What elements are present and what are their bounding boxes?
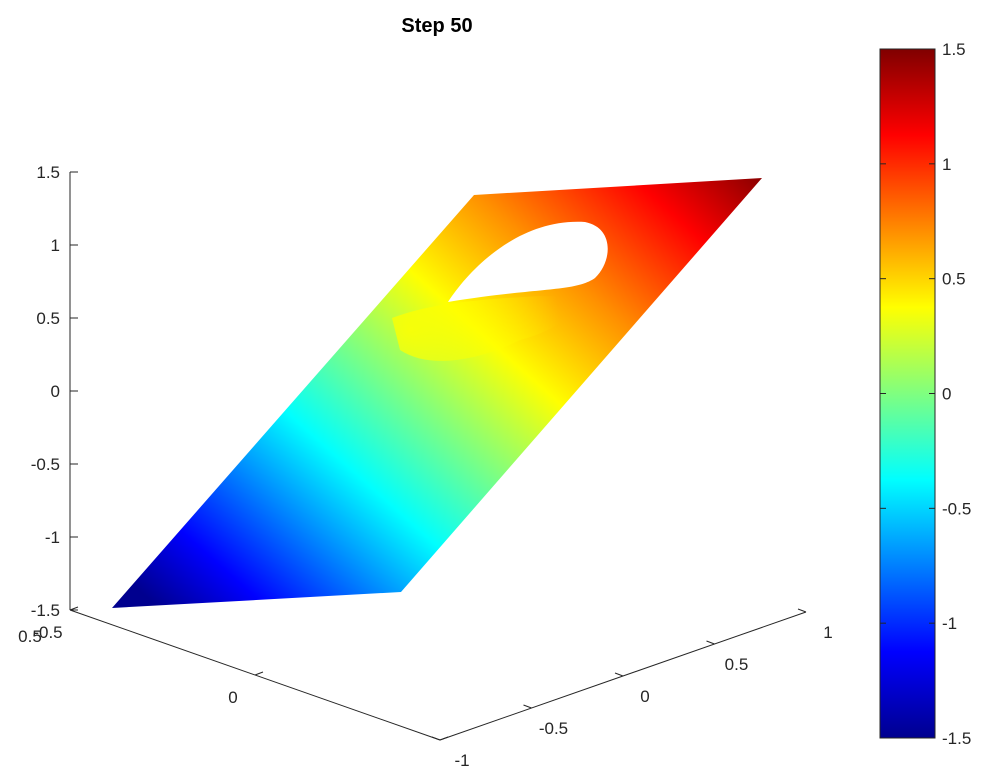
x-tick-mark bbox=[797, 608, 807, 613]
x-tick-label: 0.5 bbox=[725, 655, 749, 674]
colorbar-tick-label: -1 bbox=[942, 614, 957, 633]
z-tick-label: -0.5 bbox=[31, 455, 60, 474]
chart-title: Step 50 bbox=[401, 15, 472, 37]
z-tick-label: 0.5 bbox=[36, 309, 60, 328]
colorbar-tick-label: -1.5 bbox=[942, 729, 971, 748]
y-tick-label: -0.5 bbox=[33, 623, 62, 642]
z-tick-label: -1 bbox=[45, 528, 60, 547]
colorbar-tick-label: 0 bbox=[942, 385, 951, 404]
colorbar-gradient bbox=[879, 48, 936, 739]
z-tick-label: 1.5 bbox=[36, 163, 60, 182]
colorbar: -1.5 -1 -0.5 0 0.5 1 1.5 bbox=[879, 40, 971, 748]
surface-yellow-band bbox=[392, 278, 598, 361]
x-tick-label: -1 bbox=[454, 751, 469, 770]
y-tick-label: 0.5 bbox=[18, 627, 42, 646]
y-tick-label: 0 bbox=[228, 688, 237, 707]
x-tick-label: 0 bbox=[640, 687, 649, 706]
z-ticks: -1.5 -1 -0.5 0 0.5 1 1.5 bbox=[31, 163, 78, 620]
x-tick-label: -0.5 bbox=[539, 719, 568, 738]
colorbar-tick-label: 1.5 bbox=[942, 40, 966, 59]
y-ticks: 0.5 0 -0.5 bbox=[18, 606, 449, 741]
z-tick-label: -1.5 bbox=[31, 601, 60, 620]
z-tick-label: 0 bbox=[51, 382, 60, 401]
x-tick-mark bbox=[431, 736, 441, 741]
x-tick-label: 1 bbox=[823, 623, 832, 642]
x-tick-mark bbox=[706, 640, 715, 645]
surface-plane bbox=[112, 178, 762, 608]
colorbar-tick-label: 1 bbox=[942, 155, 951, 174]
y-tick-mark bbox=[254, 671, 264, 676]
colorbar-ticks: -1.5 -1 -0.5 0 0.5 1 1.5 bbox=[880, 40, 971, 748]
colorbar-tick-label: -0.5 bbox=[942, 499, 971, 518]
y-tick-mark bbox=[69, 606, 79, 611]
colorbar-tick-label: 0.5 bbox=[942, 270, 966, 289]
z-tick-label: 1 bbox=[51, 236, 60, 255]
surface bbox=[112, 178, 762, 608]
y-tick-mark bbox=[439, 736, 449, 741]
x-tick-mark bbox=[614, 672, 624, 677]
x-tick-mark bbox=[523, 704, 532, 709]
x-ticks: -1 -0.5 0 0.5 1 bbox=[431, 608, 833, 770]
